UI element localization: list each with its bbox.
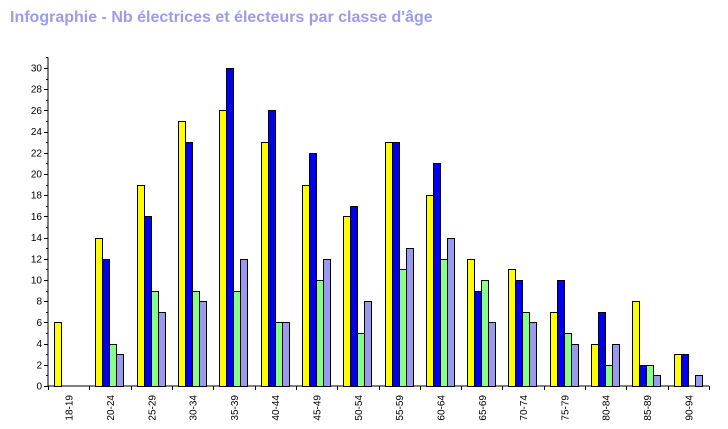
- bar-20-24-series-4: [116, 354, 124, 387]
- x-tick-label: 35-39: [230, 395, 241, 421]
- y-tick-label: 30: [31, 64, 43, 75]
- bar-20-24-series-2: [102, 259, 110, 387]
- x-tick-label: 18-19: [65, 395, 76, 421]
- x-tick-label: 50-54: [354, 395, 365, 421]
- bar-25-29-series-3: [151, 291, 159, 387]
- bar-90-94-series-2: [681, 354, 689, 387]
- x-tick-label: 90-94: [684, 395, 695, 421]
- y-tick-label: 6: [36, 318, 42, 329]
- bar-90-94-series-4: [695, 375, 703, 387]
- y-tick-label: 26: [31, 106, 43, 117]
- x-tick-label: 55-59: [395, 395, 406, 421]
- x-tick-label: 85-89: [643, 395, 654, 421]
- bar-70-74-series-3: [522, 312, 530, 387]
- y-tick-label: 0: [36, 382, 42, 393]
- x-tick-label: 40-44: [271, 395, 282, 421]
- bar-40-44-series-3: [275, 322, 283, 387]
- x-tick-label: 60-64: [436, 395, 447, 421]
- bar-65-69-series-4: [488, 322, 496, 387]
- x-tick-label: 30-34: [189, 395, 200, 421]
- y-tick-label: 24: [31, 127, 43, 138]
- bar-75-79-series-2: [557, 280, 565, 387]
- bar-80-84-series-3: [605, 365, 613, 387]
- bar-65-69-series-3: [481, 280, 489, 387]
- x-tick-label: 20-24: [106, 395, 117, 421]
- bar-40-44-series-4: [282, 322, 290, 387]
- bar-80-84-series-4: [612, 344, 620, 387]
- bar-85-89-series-3: [646, 365, 654, 387]
- bar-50-54-series-1: [343, 216, 351, 387]
- bar-65-69-series-1: [467, 259, 475, 387]
- bar-25-29-series-4: [158, 312, 166, 387]
- chart-title: Infographie - Nb électrices et électeurs…: [10, 9, 433, 26]
- y-tick-label: 8: [36, 297, 42, 308]
- bar-75-79-series-1: [550, 312, 558, 387]
- bar-60-64-series-2: [433, 163, 441, 387]
- bar-40-44-series-1: [261, 142, 269, 387]
- y-tick-label: 22: [31, 148, 43, 159]
- bar-35-39-series-4: [240, 259, 248, 387]
- y-tick-label: 20: [31, 170, 43, 181]
- bar-30-34-series-2: [185, 142, 193, 387]
- y-tick-label: 4: [36, 339, 42, 350]
- bar-35-39-series-1: [219, 110, 227, 387]
- bar-75-79-series-4: [571, 344, 579, 387]
- bar-80-84-series-2: [598, 312, 606, 387]
- bar-30-34-series-1: [178, 121, 186, 387]
- bar-60-64-series-1: [426, 195, 434, 387]
- bar-45-49-series-2: [309, 153, 317, 387]
- bar-20-24-series-3: [109, 344, 117, 387]
- bar-70-74-series-1: [508, 269, 516, 387]
- bar-70-74-series-2: [515, 280, 523, 387]
- bar-70-74-series-4: [529, 322, 537, 387]
- bar-45-49-series-1: [302, 185, 310, 387]
- y-tick-label: 10: [31, 276, 43, 287]
- bar-50-54-series-2: [350, 206, 358, 387]
- bar-55-59-series-2: [392, 142, 400, 387]
- bar-55-59-series-1: [385, 142, 393, 387]
- bar-45-49-series-3: [316, 280, 324, 387]
- y-tick-label: 14: [31, 233, 43, 244]
- bar-45-49-series-4: [323, 259, 331, 387]
- bar-60-64-series-4: [447, 238, 455, 387]
- bar-35-39-series-3: [233, 291, 241, 387]
- bar-30-34-series-4: [199, 301, 207, 387]
- bar-65-69-series-2: [474, 291, 482, 387]
- x-tick-label: 80-84: [602, 395, 613, 421]
- bar-85-89-series-4: [653, 375, 661, 387]
- y-tick-label: 28: [31, 85, 43, 96]
- bar-50-54-series-3: [357, 333, 365, 387]
- x-tick-label: 45-49: [313, 395, 324, 421]
- bar-55-59-series-3: [399, 269, 407, 387]
- bar-60-64-series-3: [440, 259, 448, 387]
- y-tick-label: 2: [36, 360, 42, 371]
- bar-40-44-series-2: [268, 110, 276, 387]
- bar-85-89-series-2: [639, 365, 647, 387]
- x-tick-label: 75-79: [560, 395, 571, 421]
- bar-20-24-series-1: [95, 238, 103, 387]
- x-tick-label: 65-69: [478, 395, 489, 421]
- y-tick-label: 16: [31, 212, 43, 223]
- bar-35-39-series-2: [226, 68, 234, 387]
- bar-80-84-series-1: [591, 344, 599, 387]
- y-tick-label: 18: [31, 191, 43, 202]
- y-tick-label: 12: [31, 254, 43, 265]
- bar-50-54-series-4: [364, 301, 372, 387]
- bar-25-29-series-2: [144, 216, 152, 387]
- bar-85-89-series-1: [632, 301, 640, 387]
- bar-30-34-series-3: [192, 291, 200, 387]
- bar-75-79-series-3: [564, 333, 572, 387]
- bar-25-29-series-1: [137, 185, 145, 387]
- x-tick-label: 25-29: [147, 395, 158, 421]
- bar-55-59-series-4: [406, 248, 414, 387]
- x-tick-label: 70-74: [519, 395, 530, 421]
- bar-18-19-series-1: [54, 322, 62, 387]
- bar-90-94-series-1: [674, 354, 682, 387]
